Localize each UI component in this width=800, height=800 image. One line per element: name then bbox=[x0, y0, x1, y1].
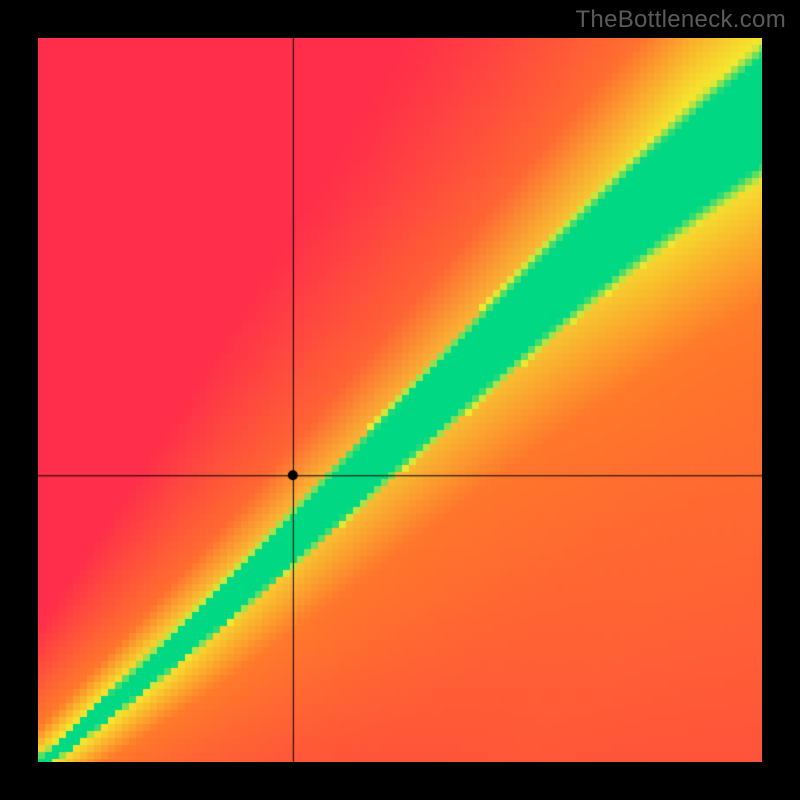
watermark-text: TheBottleneck.com bbox=[575, 6, 786, 34]
bottleneck-heatmap bbox=[38, 38, 762, 762]
chart-container: TheBottleneck.com bbox=[0, 0, 800, 800]
